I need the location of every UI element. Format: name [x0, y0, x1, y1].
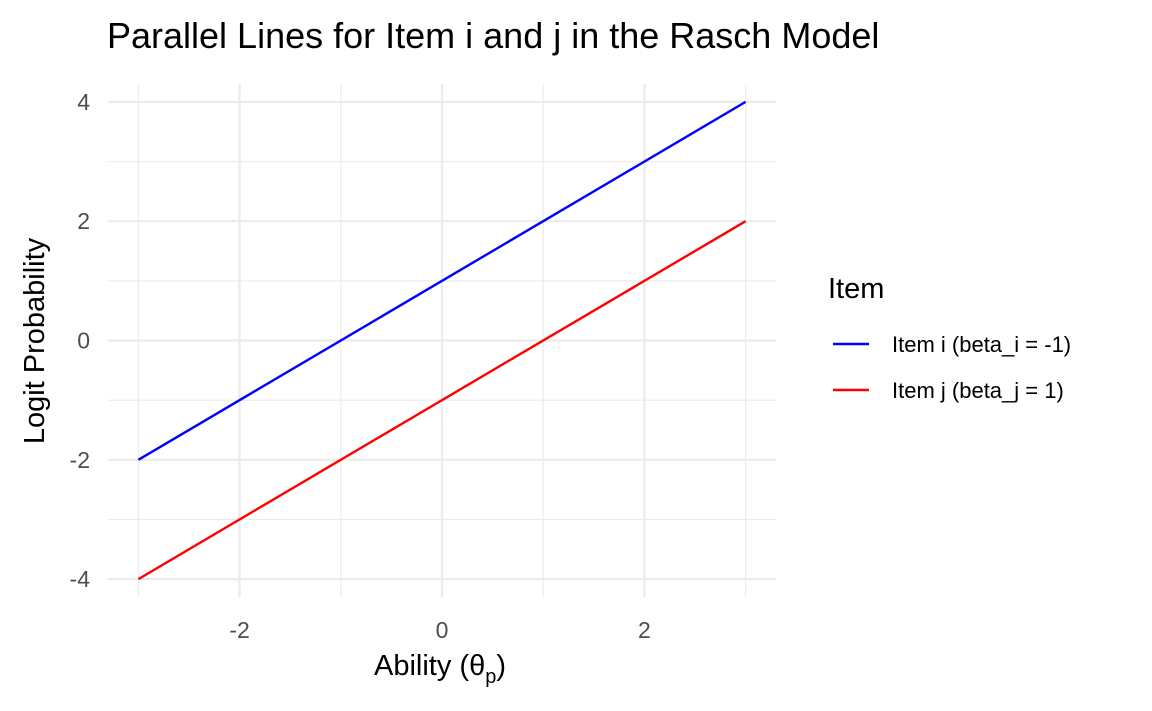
- x-tick-label: 2: [638, 617, 651, 643]
- x-tick-labels: -2 0 2: [229, 617, 650, 643]
- y-tick-labels: -4 -2 0 2 4: [70, 89, 91, 592]
- chart-title: Parallel Lines for Item i and j in the R…: [107, 15, 879, 56]
- legend-label-2: Item j (beta_j = 1): [892, 378, 1064, 403]
- series-line-1: [137, 100, 747, 461]
- grid: [108, 84, 776, 597]
- x-axis-title-symbol: θ: [469, 650, 485, 682]
- y-tick-label: 4: [77, 89, 90, 115]
- y-tick-label: 0: [77, 328, 90, 354]
- x-axis-title: Ability (θp): [374, 650, 506, 688]
- x-axis-title-subscript: p: [485, 666, 496, 688]
- y-tick-label: -2: [70, 447, 90, 473]
- y-tick-label: -4: [70, 566, 91, 592]
- y-axis-title: Logit Probability: [19, 237, 51, 444]
- series-line-2: [137, 220, 747, 581]
- legend-label-1: Item i (beta_i = -1): [892, 332, 1071, 357]
- legend-title: Item: [828, 273, 884, 305]
- series-lines: [137, 100, 747, 581]
- legend: Item Item i (beta_i = -1) Item j (beta_j …: [828, 273, 1071, 403]
- x-tick-label: -2: [229, 617, 249, 643]
- x-tick-label: 0: [436, 617, 449, 643]
- y-tick-label: 2: [77, 208, 90, 234]
- x-axis-title-main: Ability (: [374, 650, 469, 682]
- x-axis-title-close: ): [496, 650, 506, 682]
